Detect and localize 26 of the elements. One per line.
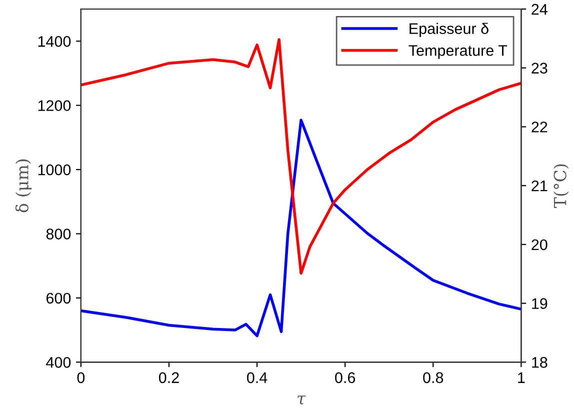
y2-axis-title: T(°C): [553, 164, 569, 208]
y-axis-title: δ (μm): [15, 159, 32, 212]
y2-tick-label: 18: [532, 357, 548, 368]
x-tick-label: 0.4: [247, 372, 268, 384]
y2-tick-label: 22: [532, 122, 548, 132]
legend-label: Epaisseur δ: [410, 22, 488, 38]
y2-tick-label: 21: [532, 180, 548, 192]
x-tick-label: 0: [77, 372, 85, 384]
y-tick-label: 400: [46, 357, 71, 368]
legend-label: Temperature T: [408, 45, 508, 59]
y2-tick-label: 19: [532, 298, 548, 309]
x-tick-label: 0.2: [158, 372, 179, 384]
x-tick-label: 1: [518, 372, 525, 383]
line-series: [80, 118, 522, 338]
y-tick-label: 1000: [38, 164, 71, 176]
x-axis-title: τ: [298, 396, 306, 404]
x-tick-label: 0.6: [335, 372, 356, 384]
y2-tick-label: 20: [532, 239, 548, 250]
y-tick-label: 800: [46, 228, 71, 240]
line-series: [80, 38, 522, 275]
x-tick-label: 0.8: [423, 372, 444, 384]
y2-tick-label: 24: [532, 4, 548, 15]
y2-tick-label: 23: [532, 62, 548, 74]
y-tick-label: 1200: [38, 100, 71, 112]
y-tick-label: 1400: [38, 36, 71, 47]
y-tick-label: 600: [46, 292, 71, 304]
